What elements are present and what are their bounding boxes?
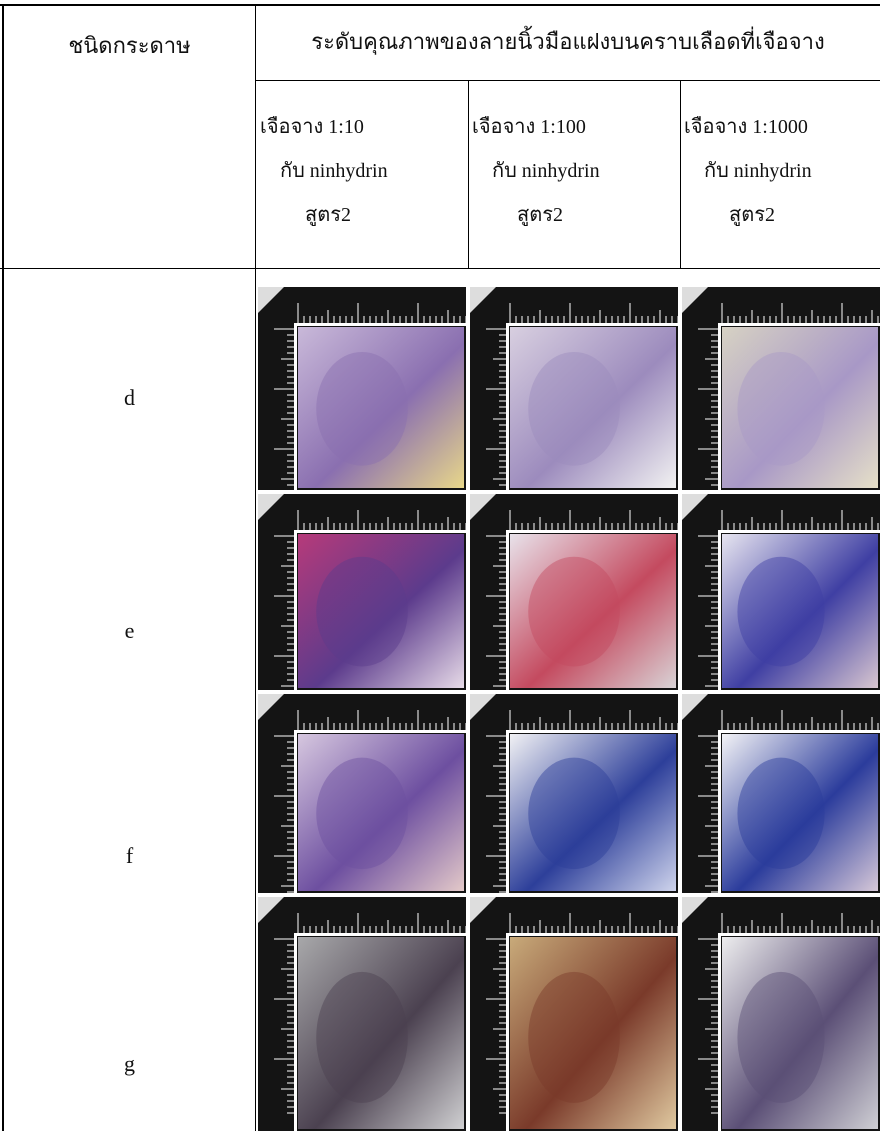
border [0,268,880,269]
photo [470,494,678,690]
dilution: เจือจาง 1:100 [472,116,586,138]
dilution: เจือจาง 1:10 [260,116,364,138]
photo-svg [258,287,466,490]
reagent: กับ ninhydrin [280,160,388,182]
border [0,4,880,6]
photo [682,494,880,690]
photo [470,694,678,893]
photo-svg [470,897,678,1131]
header-paper-type: ชนิดกระดาษ [68,33,191,58]
photo-svg [682,694,880,893]
border [255,80,880,81]
border [2,4,4,1131]
photo-svg [470,494,678,690]
header-quality: ระดับคุณภาพของลายนิ้วมือแฝงบนคราบเลือดที… [311,29,825,54]
photo-svg [258,897,466,1131]
row-label: d [124,385,135,410]
photo [258,694,466,893]
photo [470,287,678,490]
border [680,80,681,268]
reagent: กับ ninhydrin [492,160,600,182]
photo-svg [470,694,678,893]
border [468,80,469,268]
border [255,4,256,1131]
dilution: เจือจาง 1:1000 [684,116,808,138]
photo [258,897,466,1131]
photo-svg [682,287,880,490]
formula: สูตร2 [517,204,563,226]
photo [682,694,880,893]
photo-svg [470,287,678,490]
row-label: e [124,618,135,643]
photo [682,287,880,490]
photo-svg [682,494,880,690]
photo [470,897,678,1131]
photo [258,494,466,690]
photo-svg [682,897,880,1131]
photo [258,287,466,490]
row-label: g [124,1051,135,1076]
photo-svg [258,694,466,893]
formula: สูตร2 [305,204,351,226]
reagent: กับ ninhydrin [704,160,812,182]
row-label: f [125,843,134,868]
photo [682,897,880,1131]
photo-svg [258,494,466,690]
formula: สูตร2 [729,204,775,226]
